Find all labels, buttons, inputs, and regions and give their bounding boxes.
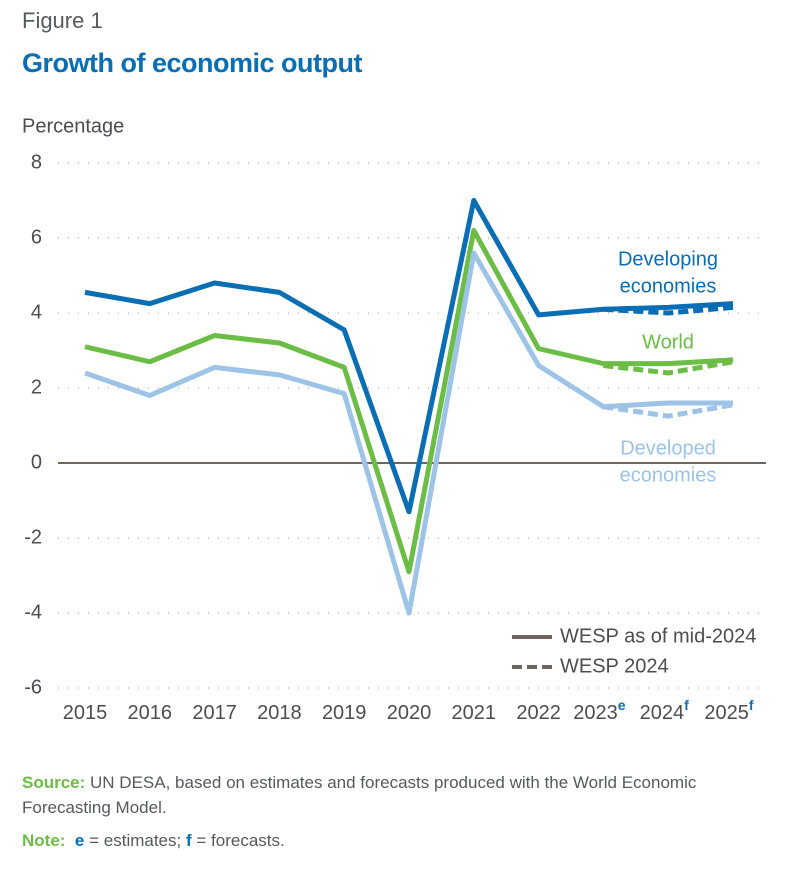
series-label: World xyxy=(642,331,694,353)
legend-label: WESP as of mid-2024 xyxy=(560,625,756,647)
y-tick-label: 8 xyxy=(31,151,42,173)
x-tick-text: 2019 xyxy=(322,702,367,724)
line-mid2024 xyxy=(84,198,734,515)
x-tick-text: 2022 xyxy=(516,702,561,724)
line-mid2024 xyxy=(84,250,733,616)
series-label: Developed xyxy=(620,437,716,459)
series-label: economies xyxy=(620,275,717,297)
x-tick-text: 2021 xyxy=(452,702,497,724)
note-text: = estimates; xyxy=(89,831,182,850)
y-tick-label: 0 xyxy=(31,451,42,473)
source: Source: UN DESA, based on estimates and … xyxy=(22,770,742,820)
y-axis-label: Percentage xyxy=(22,115,124,137)
series-label: Developing xyxy=(618,248,718,270)
x-tick-text: 2025 xyxy=(704,702,749,724)
x-tick-label: 2022 xyxy=(516,702,561,724)
note-text: = forecasts. xyxy=(196,831,285,850)
line-wesp2024 xyxy=(603,359,734,376)
note-label: Note: xyxy=(22,831,66,850)
x-tick-label: 2019 xyxy=(322,702,367,724)
y-tick-label: 4 xyxy=(31,301,42,323)
x-tick-label: 2020 xyxy=(387,702,432,724)
chart-title: Growth of economic output xyxy=(22,48,362,78)
x-tick-superscript: f xyxy=(749,697,754,713)
source-text: UN DESA, based on estimates and forecast… xyxy=(22,773,697,817)
x-tick-superscript: f xyxy=(684,697,689,713)
x-tick-text: 2015 xyxy=(63,702,108,724)
y-tick-label: -6 xyxy=(24,676,42,698)
note-key: e xyxy=(74,831,85,850)
figure-label: Figure 1 xyxy=(22,8,103,33)
x-tick-label: 2023e xyxy=(573,697,626,725)
y-tick-label: 6 xyxy=(31,226,42,248)
x-tick-text: 2023 xyxy=(573,702,618,724)
y-tick-label: -4 xyxy=(24,601,42,623)
legend-label: WESP 2024 xyxy=(560,655,669,677)
y-tick-label: -2 xyxy=(24,526,42,548)
x-tick-label: 2024f xyxy=(640,697,690,725)
x-tick-label: 2016 xyxy=(128,702,173,724)
x-tick-label: 2025f xyxy=(704,697,754,725)
footer: Source: UN DESA, based on estimates and … xyxy=(22,770,742,853)
line-wesp2024 xyxy=(603,402,734,419)
x-tick-text: 2018 xyxy=(257,702,302,724)
x-tick-label: 2017 xyxy=(192,702,237,724)
x-tick-text: 2016 xyxy=(128,702,173,724)
x-tick-text: 2017 xyxy=(192,702,237,724)
x-tick-label: 2015 xyxy=(63,702,108,724)
x-tick-label: 2018 xyxy=(257,702,302,724)
x-tick-text: 2020 xyxy=(387,702,432,724)
x-tick-text: 2024 xyxy=(640,702,685,724)
note-key: f xyxy=(185,831,192,850)
chart: Percentage -6 -4 -2 0 2 4 6 8 2015 2016 2017 2018 20… xyxy=(22,115,766,725)
note: Note: e = estimates; f = forecasts. xyxy=(22,828,742,853)
x-tick-label: 2021 xyxy=(452,702,497,724)
source-label: Source: xyxy=(22,773,86,792)
line-mid2024 xyxy=(84,228,734,575)
x-tick-superscript: e xyxy=(618,697,626,713)
series-label: economies xyxy=(620,464,717,486)
y-tick-label: 2 xyxy=(31,376,42,398)
